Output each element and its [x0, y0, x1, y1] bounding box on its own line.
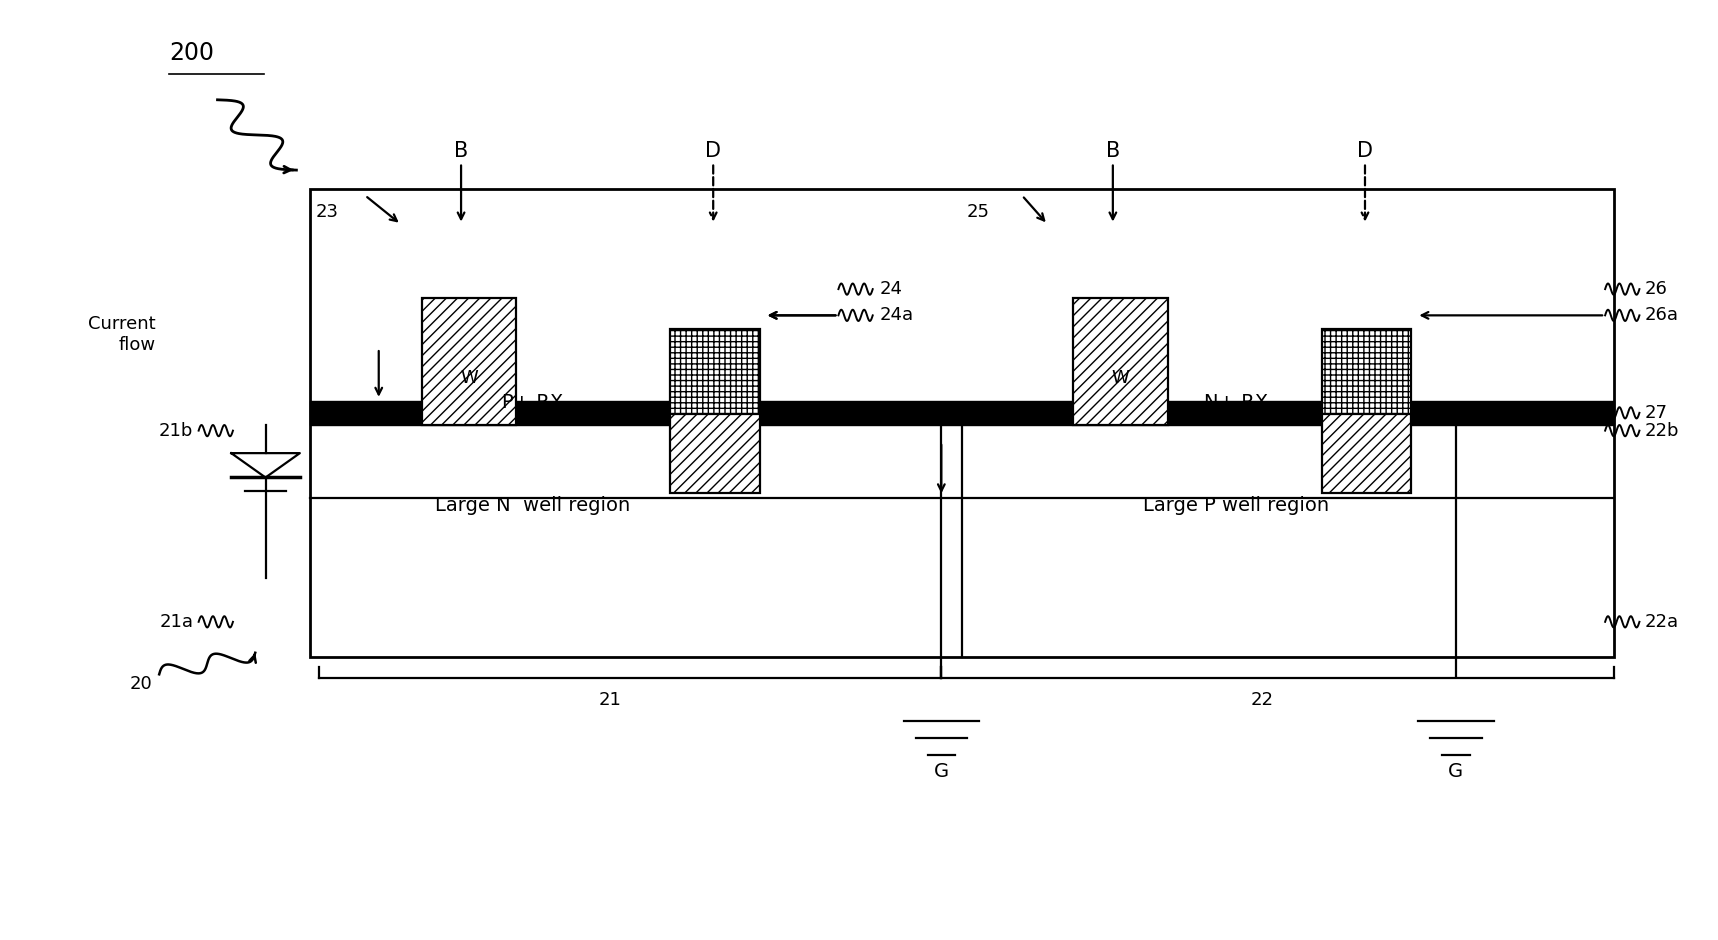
- Bar: [1323, 329, 1410, 414]
- Text: B: B: [454, 141, 469, 162]
- Text: 26: 26: [1644, 280, 1668, 298]
- Bar: [670, 329, 759, 414]
- Bar: [311, 189, 1613, 657]
- Text: 22b: 22b: [1644, 422, 1678, 440]
- Text: D: D: [704, 141, 722, 162]
- Text: G: G: [1448, 762, 1464, 781]
- Text: D: D: [1357, 141, 1373, 162]
- Text: 25: 25: [967, 203, 990, 221]
- Text: B: B: [1106, 141, 1120, 162]
- Text: Large P well region: Large P well region: [1142, 496, 1330, 515]
- Text: 22: 22: [1251, 691, 1273, 709]
- Text: 22a: 22a: [1644, 613, 1678, 631]
- Text: 27: 27: [1644, 404, 1668, 422]
- Text: 21a: 21a: [160, 613, 194, 631]
- Text: W: W: [1112, 369, 1129, 387]
- Text: P+ RX: P+ RX: [502, 393, 564, 412]
- Text: Large N  well region: Large N well region: [435, 496, 631, 515]
- Text: 20: 20: [129, 675, 153, 693]
- Text: G: G: [935, 762, 948, 781]
- Bar: [421, 299, 515, 425]
- Bar: [1074, 299, 1168, 425]
- Bar: [1323, 414, 1410, 494]
- Text: W: W: [460, 369, 478, 387]
- Text: 24: 24: [880, 280, 902, 298]
- Text: Current
flow: Current flow: [88, 315, 156, 353]
- Bar: [311, 400, 1613, 425]
- Bar: [670, 414, 759, 494]
- Text: 26a: 26a: [1644, 306, 1678, 324]
- Text: 21: 21: [600, 691, 622, 709]
- Text: 200: 200: [170, 41, 215, 65]
- Text: 24a: 24a: [880, 306, 914, 324]
- Text: 23: 23: [316, 203, 338, 221]
- Text: N+ RX: N+ RX: [1204, 393, 1268, 412]
- Text: 21b: 21b: [160, 422, 194, 440]
